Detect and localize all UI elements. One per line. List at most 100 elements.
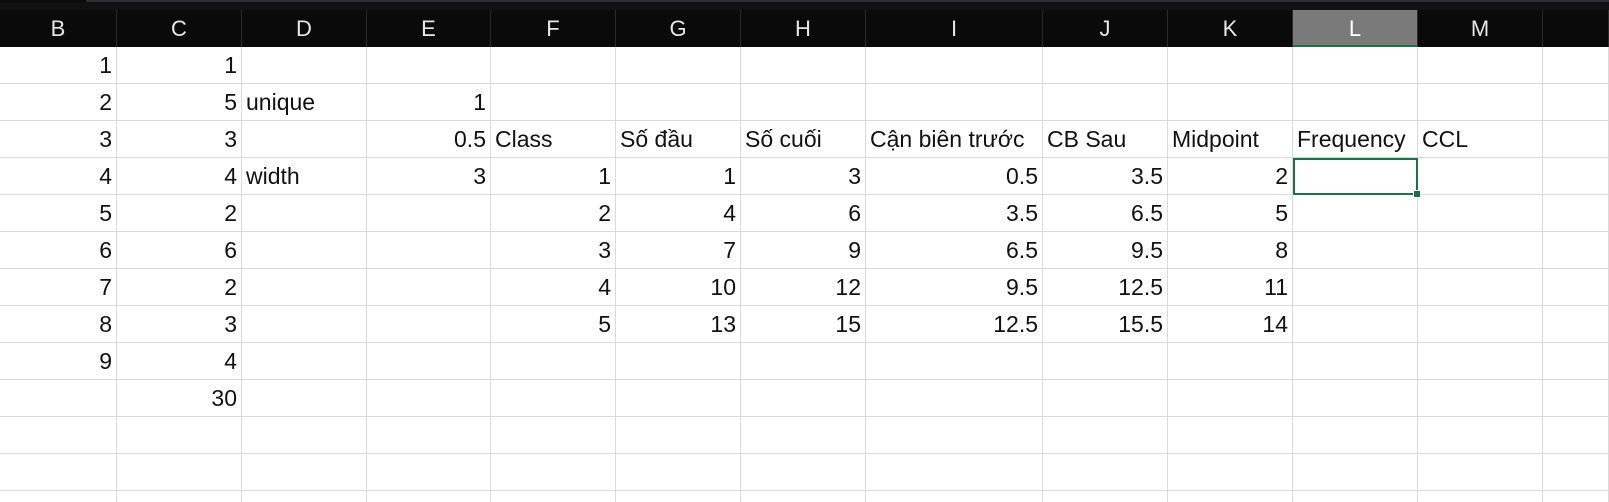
cell-c5[interactable]: 2 [117,195,242,232]
cell-l10[interactable] [1293,380,1418,417]
cell-j4[interactable]: 3.5 [1043,158,1168,195]
cell-d3[interactable] [242,121,367,158]
cell-d8[interactable] [242,306,367,343]
cell-f4[interactable]: 1 [491,158,616,195]
cell-k4[interactable]: 2 [1168,158,1293,195]
cell-k10[interactable] [1168,380,1293,417]
cell-b12[interactable] [0,454,117,491]
cell-f5[interactable]: 2 [491,195,616,232]
cell-i7[interactable]: 9.5 [866,269,1043,306]
cell-i1[interactable] [866,47,1043,84]
cell-e13[interactable] [367,491,491,502]
cell-k5[interactable]: 5 [1168,195,1293,232]
cell-m2[interactable] [1418,84,1543,121]
cell-i12[interactable] [866,454,1043,491]
cell-d5[interactable] [242,195,367,232]
cell-i9[interactable] [866,343,1043,380]
cell-overflow[interactable] [1543,121,1609,158]
cell-l7[interactable] [1293,269,1418,306]
cell-e8[interactable] [367,306,491,343]
cell-c11[interactable] [117,417,242,454]
cell-l13[interactable] [1293,491,1418,502]
cell-overflow[interactable] [1543,380,1609,417]
cell-e12[interactable] [367,454,491,491]
cell-b4[interactable]: 4 [0,158,117,195]
cell-l9[interactable] [1293,343,1418,380]
cell-b11[interactable] [0,417,117,454]
cell-e11[interactable] [367,417,491,454]
cell-b2[interactable]: 2 [0,84,117,121]
cell-f3[interactable]: Class [491,121,616,158]
cell-l12[interactable] [1293,454,1418,491]
active-cell-l4[interactable] [1293,158,1418,195]
cell-c7[interactable]: 2 [117,269,242,306]
cell-c3[interactable]: 3 [117,121,242,158]
cell-overflow[interactable] [1543,84,1609,121]
cell-f12[interactable] [491,454,616,491]
cell-b1[interactable]: 1 [0,47,117,84]
cell-b3[interactable]: 3 [0,121,117,158]
cell-c4[interactable]: 4 [117,158,242,195]
cell-l1[interactable] [1293,47,1418,84]
cell-j6[interactable]: 9.5 [1043,232,1168,269]
cell-g7[interactable]: 10 [616,269,741,306]
cell-g1[interactable] [616,47,741,84]
column-header-j[interactable]: J [1043,10,1168,47]
cell-b13[interactable] [0,491,117,502]
cell-f8[interactable]: 5 [491,306,616,343]
fill-handle[interactable] [1413,190,1421,198]
column-header-m[interactable]: M [1418,10,1543,47]
column-header-d[interactable]: D [242,10,367,47]
cell-k12[interactable] [1168,454,1293,491]
cell-overflow[interactable] [1543,417,1609,454]
cell-i6[interactable]: 6.5 [866,232,1043,269]
cell-b9[interactable]: 9 [0,343,117,380]
cell-d11[interactable] [242,417,367,454]
cell-g5[interactable]: 4 [616,195,741,232]
cell-m8[interactable] [1418,306,1543,343]
cell-d2[interactable]: unique [242,84,367,121]
cell-e5[interactable] [367,195,491,232]
cell-f13[interactable] [491,491,616,502]
cell-g3[interactable]: Số đầu [616,121,741,158]
cell-h12[interactable] [741,454,866,491]
cell-h10[interactable] [741,380,866,417]
column-header-b[interactable]: B [0,10,117,47]
cell-g12[interactable] [616,454,741,491]
cell-g2[interactable] [616,84,741,121]
cell-h9[interactable] [741,343,866,380]
cell-m5[interactable] [1418,195,1543,232]
cell-overflow[interactable] [1543,343,1609,380]
cell-i8[interactable]: 12.5 [866,306,1043,343]
column-header-e[interactable]: E [367,10,491,47]
column-header-i[interactable]: I [866,10,1043,47]
cell-m6[interactable] [1418,232,1543,269]
cell-m4[interactable] [1418,158,1543,195]
cell-c9[interactable]: 4 [117,343,242,380]
column-header-c[interactable]: C [117,10,242,47]
cell-e1[interactable] [367,47,491,84]
cell-h3[interactable]: Số cuối [741,121,866,158]
cell-c1[interactable]: 1 [117,47,242,84]
cell-h7[interactable]: 12 [741,269,866,306]
cell-overflow[interactable] [1543,232,1609,269]
cell-d12[interactable] [242,454,367,491]
cell-g4[interactable]: 1 [616,158,741,195]
cell-i4[interactable]: 0.5 [866,158,1043,195]
cell-e3[interactable]: 0.5 [367,121,491,158]
cell-d4[interactable]: width [242,158,367,195]
cell-g11[interactable] [616,417,741,454]
cell-k2[interactable] [1168,84,1293,121]
spreadsheet-grid[interactable]: 1 1 2 5 unique 1 3 3 0.5 Class Số đầu Số cuối Cận bi… [0,47,1609,502]
cell-m9[interactable] [1418,343,1543,380]
cell-g9[interactable] [616,343,741,380]
column-header-overflow[interactable] [1543,10,1609,47]
cell-f7[interactable]: 4 [491,269,616,306]
cell-overflow[interactable] [1543,47,1609,84]
cell-i5[interactable]: 3.5 [866,195,1043,232]
cell-h6[interactable]: 9 [741,232,866,269]
cell-l2[interactable] [1293,84,1418,121]
cell-g8[interactable]: 13 [616,306,741,343]
cell-m7[interactable] [1418,269,1543,306]
cell-k13[interactable] [1168,491,1293,502]
